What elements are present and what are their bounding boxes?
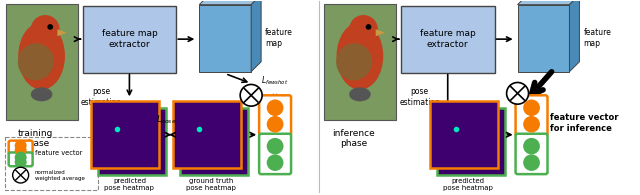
Text: feature
map: feature map (584, 28, 611, 48)
FancyBboxPatch shape (324, 4, 396, 120)
FancyBboxPatch shape (83, 6, 176, 73)
Text: feature vector: feature vector (35, 150, 82, 156)
Circle shape (267, 116, 284, 133)
Circle shape (523, 116, 540, 133)
Ellipse shape (18, 43, 54, 80)
Text: predicted
pose heatmap: predicted pose heatmap (443, 178, 493, 191)
Text: inference
phase: inference phase (333, 129, 375, 148)
Circle shape (13, 167, 29, 183)
Circle shape (267, 138, 284, 154)
FancyBboxPatch shape (259, 134, 291, 174)
Text: feature map
extractor: feature map extractor (420, 29, 476, 49)
Text: pose
estimation: pose estimation (399, 87, 440, 107)
Ellipse shape (19, 22, 65, 90)
FancyBboxPatch shape (401, 6, 495, 73)
Text: ground truth
pose heatmap: ground truth pose heatmap (186, 178, 236, 191)
Ellipse shape (337, 22, 383, 90)
Circle shape (15, 152, 27, 163)
Circle shape (240, 84, 262, 106)
Polygon shape (518, 5, 570, 72)
Polygon shape (570, 0, 579, 72)
Text: $L_{fewshot}$: $L_{fewshot}$ (261, 75, 289, 87)
Polygon shape (58, 29, 67, 36)
FancyBboxPatch shape (516, 134, 547, 174)
Polygon shape (251, 0, 261, 72)
Polygon shape (199, 5, 251, 72)
FancyBboxPatch shape (4, 137, 99, 190)
Text: feature vector
for inference: feature vector for inference (550, 113, 618, 133)
Circle shape (267, 154, 284, 171)
Circle shape (349, 15, 378, 43)
Circle shape (47, 24, 53, 30)
FancyBboxPatch shape (92, 101, 159, 168)
FancyBboxPatch shape (99, 108, 166, 175)
Circle shape (523, 154, 540, 171)
Polygon shape (199, 0, 261, 5)
Circle shape (523, 99, 540, 116)
Text: feature
map: feature map (265, 28, 293, 48)
FancyBboxPatch shape (259, 95, 291, 136)
Ellipse shape (336, 43, 372, 80)
FancyBboxPatch shape (430, 101, 498, 168)
Circle shape (523, 138, 540, 154)
Text: normalized
weighted average: normalized weighted average (35, 170, 84, 181)
Polygon shape (518, 0, 579, 5)
FancyBboxPatch shape (9, 152, 33, 166)
Ellipse shape (31, 87, 52, 101)
Text: $L_{pose}$: $L_{pose}$ (156, 114, 177, 127)
FancyBboxPatch shape (173, 101, 241, 168)
FancyBboxPatch shape (436, 108, 504, 175)
Text: feature map
extractor: feature map extractor (102, 29, 157, 49)
FancyBboxPatch shape (516, 95, 547, 136)
Circle shape (15, 144, 27, 156)
Circle shape (267, 99, 284, 116)
FancyBboxPatch shape (180, 108, 248, 175)
Circle shape (15, 156, 27, 168)
Polygon shape (376, 29, 385, 36)
Text: pose
estimation: pose estimation (81, 87, 122, 107)
Text: training
phase: training phase (18, 129, 53, 148)
Circle shape (15, 140, 27, 152)
Circle shape (31, 15, 60, 43)
Circle shape (507, 82, 529, 104)
FancyBboxPatch shape (9, 141, 33, 154)
Text: predicted
pose heatmap: predicted pose heatmap (104, 178, 154, 191)
Circle shape (365, 24, 371, 30)
Ellipse shape (349, 87, 371, 101)
FancyBboxPatch shape (6, 4, 77, 120)
